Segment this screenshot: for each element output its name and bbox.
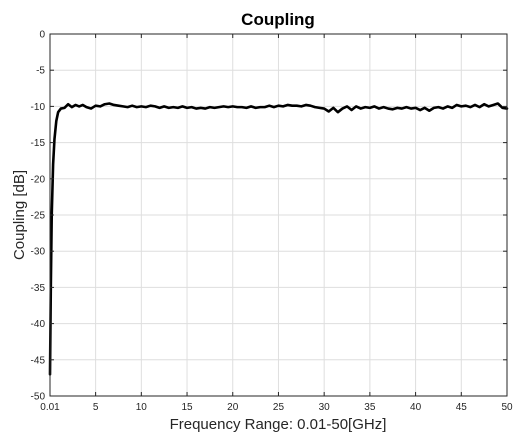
series-layer bbox=[48, 102, 509, 376]
x-tick-label: 20 bbox=[227, 402, 239, 413]
x-tick-label: 15 bbox=[181, 402, 193, 413]
x-tick-label: 0.01 bbox=[40, 402, 60, 413]
y-tick-label: -45 bbox=[31, 355, 46, 366]
axis-ticks: 0.01 5 10 15 20 25 30 35 40 45 50 0 -5 -10 -15 -20 -25 -3… bbox=[31, 30, 513, 414]
x-axis-label: Frequency Range: 0.01-50[GHz] bbox=[170, 416, 387, 433]
x-tick-label: 10 bbox=[136, 402, 148, 413]
y-tick-label: -20 bbox=[31, 174, 46, 185]
y-tick-label: -5 bbox=[36, 66, 45, 77]
y-tick-label: 0 bbox=[39, 30, 45, 41]
y-axis-label: Coupling [dB] bbox=[11, 170, 28, 260]
coupling-series-line bbox=[48, 102, 509, 376]
y-tick-label: -15 bbox=[31, 138, 46, 149]
x-tick-label: 45 bbox=[456, 402, 468, 413]
y-tick-label: -30 bbox=[31, 247, 46, 258]
y-tick-label: -35 bbox=[31, 283, 46, 294]
x-tick-label: 30 bbox=[319, 402, 331, 413]
x-tick-label: 25 bbox=[273, 402, 285, 413]
x-tick-label: 50 bbox=[501, 402, 513, 413]
x-tick-label: 35 bbox=[364, 402, 376, 413]
chart-title: Coupling bbox=[241, 10, 315, 29]
y-tick-label: -50 bbox=[31, 392, 46, 403]
x-tick-label: 40 bbox=[410, 402, 422, 413]
y-tick-label: -10 bbox=[31, 102, 46, 113]
y-tick-label: -40 bbox=[31, 319, 46, 330]
x-tick-label: 5 bbox=[93, 402, 99, 413]
y-tick-label: -25 bbox=[31, 211, 46, 222]
